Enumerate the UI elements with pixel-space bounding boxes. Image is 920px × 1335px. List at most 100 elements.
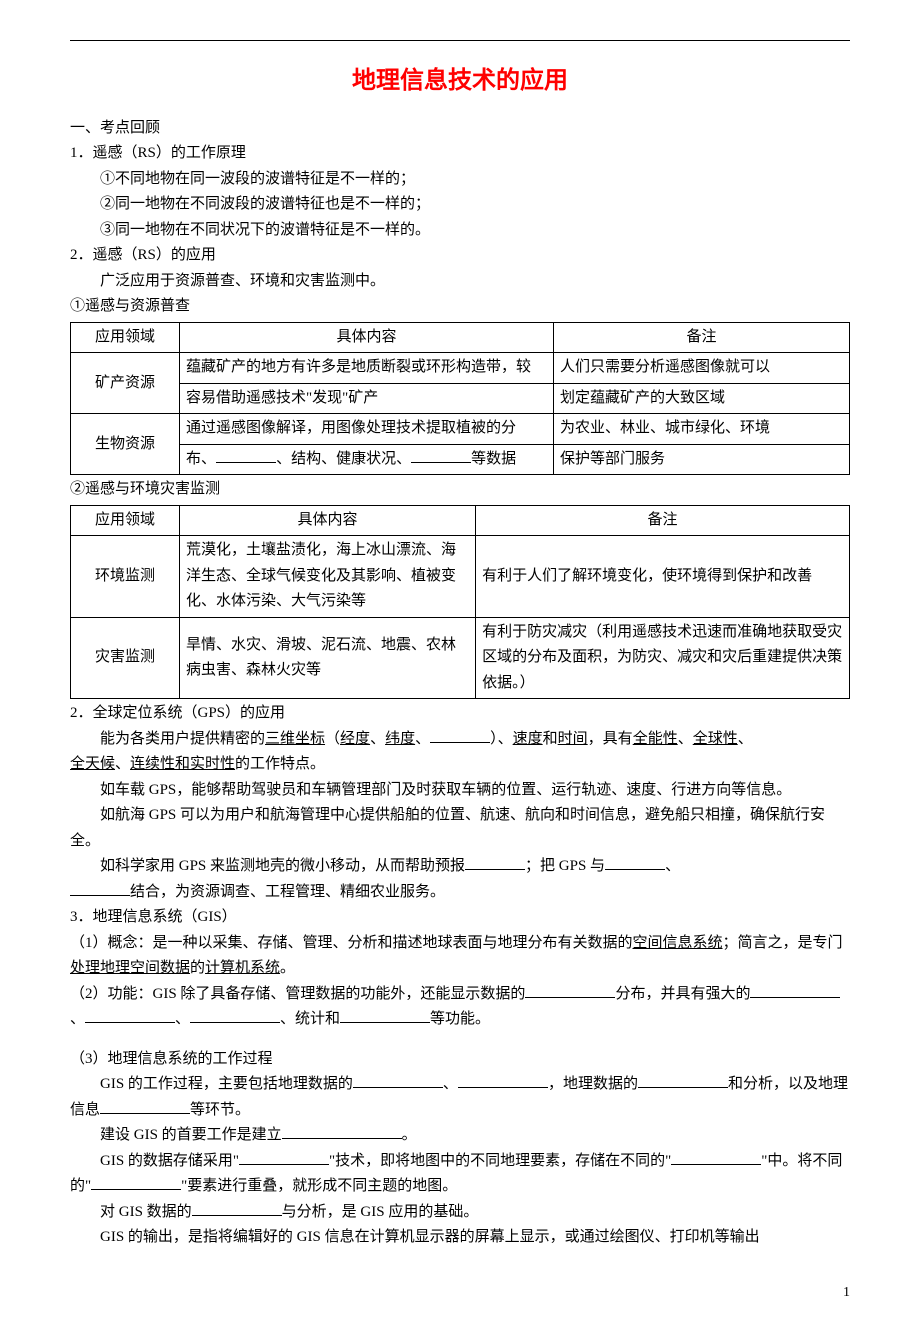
fill-blank[interactable] (605, 855, 665, 870)
fill-blank[interactable] (85, 1008, 175, 1023)
text: 的 (190, 960, 205, 976)
fill-blank[interactable] (525, 983, 615, 998)
text: ，具有 (588, 731, 633, 747)
cell-content: 容易借助遥感技术"发现"矿产 (180, 383, 554, 414)
cell-note: 为农业、林业、城市绿化、环境 (553, 414, 849, 445)
text: 等功能。 (430, 1011, 490, 1027)
underline-text: 处理地理空间数据 (70, 960, 190, 976)
cell-note: 有利于人们了解环境变化，使环境得到保护和改善 (476, 536, 850, 618)
gps-p5: 如科学家用 GPS 来监测地壳的微小移动，从而帮助预报；把 GPS 与、 (70, 854, 850, 880)
cell-note: 划定蕴藏矿产的大致区域 (553, 383, 849, 414)
fill-blank[interactable] (411, 448, 471, 463)
text: 、 (678, 731, 693, 747)
text: 对 GIS 数据的 (100, 1204, 192, 1220)
text: （1）概念：是一种以采集、存储、管理、分析和描述地球表面与地理分布有关数据的 (70, 935, 633, 951)
underline-text: 经度 (340, 731, 370, 747)
table2-caption: ②遥感与环境灾害监测 (70, 477, 850, 503)
cell-note: 人们只需要分析遥感图像就可以 (553, 353, 849, 384)
rs-application-intro: 广泛应用于资源普查、环境和灾害监测中。 (70, 269, 850, 295)
underline-text: 全能性 (633, 731, 678, 747)
text: 如科学家用 GPS 来监测地壳的微小移动，从而帮助预报 (100, 858, 465, 874)
gis-function: （2）功能：GIS 除了具备存储、管理数据的功能外，还能显示数据的分布，并具有强… (70, 982, 850, 1033)
fill-blank[interactable] (465, 855, 525, 870)
table-row: 容易借助遥感技术"发现"矿产 划定蕴藏矿产的大致区域 (71, 383, 850, 414)
text: GIS 的工作过程，主要包括地理数据的 (100, 1076, 353, 1092)
fill-blank[interactable] (100, 1099, 190, 1114)
text: 等数据 (471, 451, 516, 467)
rs-principle-heading: 1．遥感（RS）的工作原理 (70, 141, 850, 167)
cell-note: 保护等部门服务 (553, 444, 849, 475)
fill-blank[interactable] (671, 1150, 761, 1165)
table-row: 布、 、结构、健康状况、 等数据 保护等部门服务 (71, 444, 850, 475)
text: 。 (280, 960, 295, 976)
gis-concept: （1）概念：是一种以采集、存储、管理、分析和描述地球表面与地理分布有关数据的空间… (70, 931, 850, 982)
text: 、 (415, 731, 430, 747)
th-note: 备注 (476, 505, 850, 536)
gps-p1: 能为各类用户提供精密的三维坐标（经度、纬度、）、速度和时间，具有全能性、全球性、 (70, 727, 850, 753)
fill-blank[interactable] (340, 1008, 430, 1023)
rs-principle-1: ①不同地物在同一波段的波谱特征是不一样的； (70, 167, 850, 193)
fill-blank[interactable] (192, 1201, 282, 1216)
text: ；简言之，是专门 (723, 935, 843, 951)
section-1-heading: 一、考点回顾 (70, 116, 850, 142)
fill-blank[interactable] (430, 728, 490, 743)
underline-text: 时间 (558, 731, 588, 747)
text: 。 (402, 1127, 417, 1143)
table1-caption: ①遥感与资源普查 (70, 294, 850, 320)
cell-mineral: 矿产资源 (71, 353, 180, 414)
th-content: 具体内容 (180, 505, 476, 536)
gps-p4: 如航海 GPS 可以为用户和航海管理中心提供船舶的位置、航速、航向和时间信息，避… (70, 803, 850, 854)
cell-content: 荒漠化，土壤盐渍化，海上冰山漂流、海洋生态、全球气候变化及其影响、植被变化、水体… (180, 536, 476, 618)
fill-blank[interactable] (282, 1124, 402, 1139)
fill-blank[interactable] (216, 448, 276, 463)
text: 、结构、健康状况、 (276, 451, 411, 467)
fill-blank[interactable] (353, 1073, 443, 1088)
gps-p3: 如车载 GPS，能够帮助驾驶员和车辆管理部门及时获取车辆的位置、运行轨迹、速度、… (70, 778, 850, 804)
table-row: 应用领域 具体内容 备注 (71, 505, 850, 536)
gps-p2: 全天候、连续性和实时性的工作特点。 (70, 752, 850, 778)
text: 的工作特点。 (235, 756, 325, 772)
text: 布、 (186, 451, 216, 467)
fill-blank[interactable] (239, 1150, 329, 1165)
fill-blank[interactable] (458, 1073, 548, 1088)
th-app: 应用领域 (71, 505, 180, 536)
text: 结合，为资源调查、工程管理、精细农业服务。 (130, 884, 445, 900)
underline-text: 计算机系统 (205, 960, 280, 976)
gis-build: 建设 GIS 的首要工作是建立 。 (70, 1123, 850, 1149)
table-row: 应用领域 具体内容 备注 (71, 322, 850, 353)
top-rule (70, 40, 850, 41)
page-title: 地理信息技术的应用 (70, 61, 850, 102)
table-row: 环境监测 荒漠化，土壤盐渍化，海上冰山漂流、海洋生态、全球气候变化及其影响、植被… (71, 536, 850, 618)
text: 、 (738, 731, 753, 747)
text: （2）功能：GIS 除了具备存储、管理数据的功能外，还能显示数据的 (70, 986, 525, 1002)
gis-process: GIS 的工作过程，主要包括地理数据的、，地理数据的和分析，以及地理信息等环节。 (70, 1072, 850, 1123)
text: 与分析，是 GIS 应用的基础。 (282, 1204, 479, 1220)
fill-blank[interactable] (638, 1073, 728, 1088)
underline-text: 空间信息系统 (633, 935, 723, 951)
underline-text: 三维坐标 (265, 731, 325, 747)
page-number: 1 (70, 1281, 850, 1305)
fill-blank[interactable] (91, 1175, 181, 1190)
underline-text: 全球性 (693, 731, 738, 747)
gis-output: GIS 的输出，是指将编辑好的 GIS 信息在计算机显示器的屏幕上显示，或通过绘… (70, 1225, 850, 1251)
fill-blank[interactable] (750, 983, 840, 998)
text: 和 (543, 731, 558, 747)
cell-content: 蕴藏矿产的地方有许多是地质断裂或环形构造带，较 (180, 353, 554, 384)
text: ；把 GPS 与 (525, 858, 605, 874)
cell-env: 环境监测 (71, 536, 180, 618)
text: "要素进行重叠，就形成不同主题的地图。 (181, 1178, 457, 1194)
table-row: 生物资源 通过遥感图像解译，用图像处理技术提取植被的分 为农业、林业、城市绿化、… (71, 414, 850, 445)
th-app: 应用领域 (71, 322, 180, 353)
text: ）、 (490, 731, 513, 747)
table-rs-resources: 应用领域 具体内容 备注 矿产资源 蕴藏矿产的地方有许多是地质断裂或环形构造带，… (70, 322, 850, 476)
th-content: 具体内容 (180, 322, 554, 353)
underline-text: 连续性和实时性 (130, 756, 235, 772)
gps-p6: 结合，为资源调查、工程管理、精细农业服务。 (70, 880, 850, 906)
text: 建设 GIS 的首要工作是建立 (100, 1127, 282, 1143)
text: 、 (70, 1011, 85, 1027)
text: 、 (443, 1076, 458, 1092)
text: 、 (115, 756, 130, 772)
fill-blank[interactable] (190, 1008, 280, 1023)
fill-blank[interactable] (70, 881, 130, 896)
cell-content: 通过遥感图像解译，用图像处理技术提取植被的分 (180, 414, 554, 445)
